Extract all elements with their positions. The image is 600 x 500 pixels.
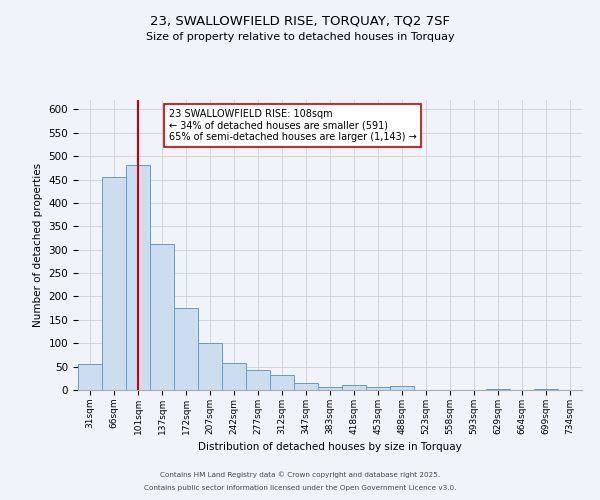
Text: Contains public sector information licensed under the Open Government Licence v3: Contains public sector information licen… <box>144 485 456 491</box>
Y-axis label: Number of detached properties: Number of detached properties <box>33 163 43 327</box>
Text: 23 SWALLOWFIELD RISE: 108sqm
← 34% of detached houses are smaller (591)
65% of s: 23 SWALLOWFIELD RISE: 108sqm ← 34% of de… <box>169 108 416 142</box>
X-axis label: Distribution of detached houses by size in Torquay: Distribution of detached houses by size … <box>198 442 462 452</box>
Bar <box>198 343 222 390</box>
Bar <box>294 383 318 390</box>
Bar <box>222 363 246 390</box>
Bar <box>486 388 510 390</box>
Bar <box>246 370 270 390</box>
Text: 23, SWALLOWFIELD RISE, TORQUAY, TQ2 7SF: 23, SWALLOWFIELD RISE, TORQUAY, TQ2 7SF <box>150 15 450 28</box>
Bar <box>174 308 198 390</box>
Bar <box>534 389 558 390</box>
Bar <box>390 386 414 390</box>
Bar <box>366 387 390 390</box>
Bar <box>126 166 150 390</box>
Bar <box>318 387 342 390</box>
Text: Contains HM Land Registry data © Crown copyright and database right 2025.: Contains HM Land Registry data © Crown c… <box>160 471 440 478</box>
Bar <box>78 364 102 390</box>
Bar <box>342 386 366 390</box>
Bar <box>102 177 126 390</box>
Bar <box>270 375 294 390</box>
Text: Size of property relative to detached houses in Torquay: Size of property relative to detached ho… <box>146 32 454 42</box>
Bar <box>150 244 174 390</box>
